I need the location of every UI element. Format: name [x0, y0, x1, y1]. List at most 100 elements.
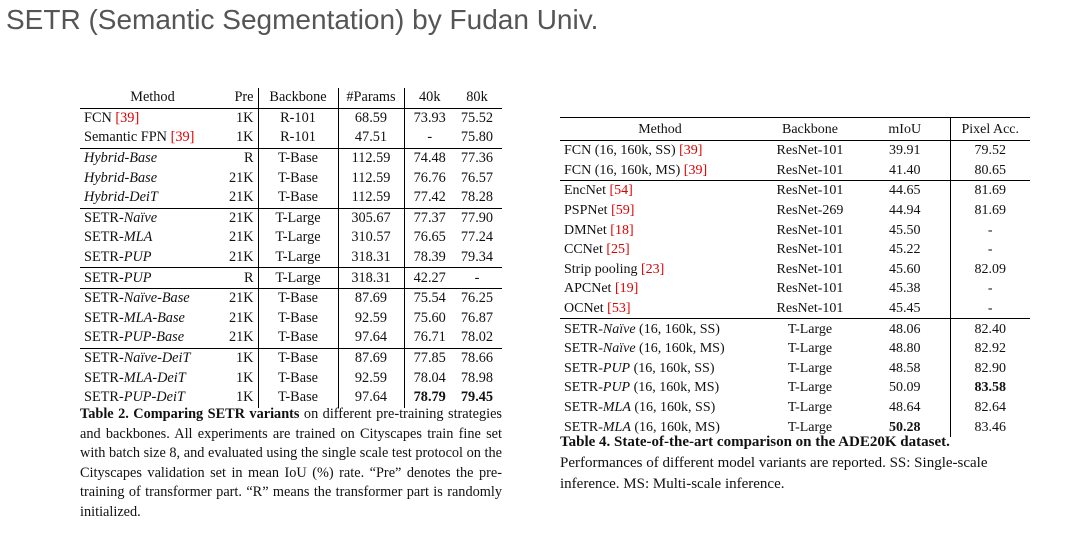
method-cell: SETR-MLA: [80, 228, 225, 248]
method-cell: FCN [39]: [80, 108, 225, 128]
cell: T-Base: [258, 348, 339, 369]
method-ref: [39]: [679, 143, 703, 159]
cell: -: [404, 128, 452, 149]
method-pre: SETR-: [84, 290, 124, 307]
cell: 80.65: [950, 160, 1030, 182]
table-row: SETR-Naïve (16, 160k, SS) T-Large 48.06 82.…: [560, 318, 1030, 339]
method-pre: SETR-: [84, 249, 124, 266]
cell: 45.60: [860, 259, 951, 280]
cell: ResNet-101: [776, 222, 844, 238]
method-cell: SETR-PUP: [80, 267, 225, 289]
cell: 48.58: [860, 358, 951, 379]
method-it: PUP-DeiT: [123, 389, 185, 406]
method-pre: Strip pooling: [564, 261, 642, 277]
method-cell: SETR-Naïve-Base: [80, 288, 225, 308]
table-4-caption: Table 4. State-of-the-art comparison on …: [560, 432, 1030, 495]
table-row: Semantic FPN [39] 1K R-101 47.51-75.80: [80, 128, 502, 149]
method-cell: SETR-PUP-Base: [80, 328, 225, 349]
cell: 44.94: [860, 200, 951, 221]
caption-text: Performances of different model variants…: [560, 455, 988, 492]
header-cell: 40k: [404, 88, 452, 109]
cell: 21K: [225, 187, 259, 209]
cell: 21K: [225, 228, 259, 248]
table-row: SETR-PUP 21K T-Large 318.31 78.39 79.34: [80, 247, 502, 269]
cell: -: [452, 267, 502, 289]
cell: 79.52: [974, 143, 1007, 159]
header-cell: Method: [638, 121, 682, 137]
cell: 305.67: [338, 208, 405, 229]
cell: T-Large: [258, 247, 339, 269]
method-it: Naïve-Base: [123, 290, 190, 307]
cell: 78.98: [460, 369, 494, 386]
cell: 318.31: [338, 267, 405, 289]
method-ref: [53]: [607, 301, 631, 317]
cell: -: [987, 281, 993, 297]
method-pre: FCN (16, 160k, MS): [564, 162, 684, 178]
method-pre: CCNet: [564, 242, 607, 258]
method-it: MLA-DeiT: [123, 369, 186, 386]
cell: 1K: [225, 368, 259, 388]
method-pre: SETR-: [84, 309, 124, 326]
method-post: (16, 160k, SS): [635, 321, 720, 337]
method-post: (16, 160k, SS): [630, 400, 716, 416]
caption-bold: State-of-the-art comparison on the ADE20…: [614, 434, 950, 450]
cell: 112.59: [338, 168, 405, 188]
method-pre: DMNet: [564, 222, 611, 238]
method-it: MLA: [123, 229, 153, 246]
method-pre: FCN (16, 160k, SS): [564, 143, 680, 159]
method-it: Naïve: [602, 341, 636, 357]
header-cell: Pre: [225, 88, 259, 109]
cell: ResNet-101: [776, 242, 844, 258]
cell: 97.64: [338, 387, 405, 408]
cell: 82.90: [974, 360, 1007, 376]
cell: 21K: [225, 168, 259, 188]
method-it: PUP: [602, 360, 631, 376]
cell: 48.80: [860, 338, 951, 359]
method-pre: SETR-: [564, 419, 603, 435]
table-row: SETR-Naïve 21K T-Large 305.67 77.37 77.90: [80, 208, 502, 229]
method-ref: [39]: [115, 109, 140, 126]
cell: 77.42: [404, 187, 452, 209]
method-pre: SETR-: [564, 341, 603, 357]
cell: 74.48: [413, 150, 446, 167]
cell: 82.09: [974, 261, 1007, 277]
cell: T-Large: [787, 380, 833, 396]
cell: 75.54: [413, 290, 446, 307]
cell: 81.69: [974, 203, 1007, 219]
method-pre: SETR-: [84, 329, 124, 346]
method-cell: Hybrid-Base: [80, 168, 225, 188]
method-cell: APCNet [19]: [560, 279, 760, 299]
method-it: Naïve-DeiT: [123, 350, 191, 367]
method-ref: [23]: [641, 261, 665, 277]
method-pre: EncNet: [564, 183, 610, 199]
method-it: Hybrid-DeiT: [84, 189, 158, 206]
cell: 50.28: [860, 417, 951, 437]
cell: T-Base: [258, 288, 339, 309]
cell: T-Base: [258, 148, 339, 169]
cell: 75.80: [452, 128, 502, 149]
table-row: Hybrid-Base R T-Base 112.59 74.48 77.36: [80, 148, 502, 169]
cell: 45.22: [860, 239, 951, 260]
cell: 21K: [225, 328, 259, 349]
cell: R: [225, 148, 259, 169]
cell: 78.39: [404, 247, 452, 269]
cell: T-Base: [258, 368, 339, 388]
method-it: PUP: [602, 380, 631, 396]
method-pre: SETR-: [564, 360, 603, 376]
cell: 79.34: [452, 247, 502, 269]
cell: 50.09: [860, 378, 951, 398]
table-row: Hybrid-DeiT 21K T-Base 112.59 77.42 78.28: [80, 187, 502, 209]
method-it: PUP: [123, 269, 152, 286]
cell: 1K: [225, 348, 259, 369]
method-pre: SETR-: [564, 400, 603, 416]
cell: T-Large: [258, 208, 339, 229]
cell: 45.38: [860, 279, 951, 299]
method-it: Hybrid-Base: [84, 150, 158, 167]
method-pre: SETR-: [564, 321, 603, 337]
cell: 1K: [225, 108, 259, 129]
cell: 310.57: [338, 228, 405, 248]
table-row: SETR-PUP (16, 160k, SS) T-Large 48.58 82.90: [560, 358, 1030, 379]
cell: 92.59: [338, 308, 405, 329]
cell: 44.65: [860, 180, 951, 201]
